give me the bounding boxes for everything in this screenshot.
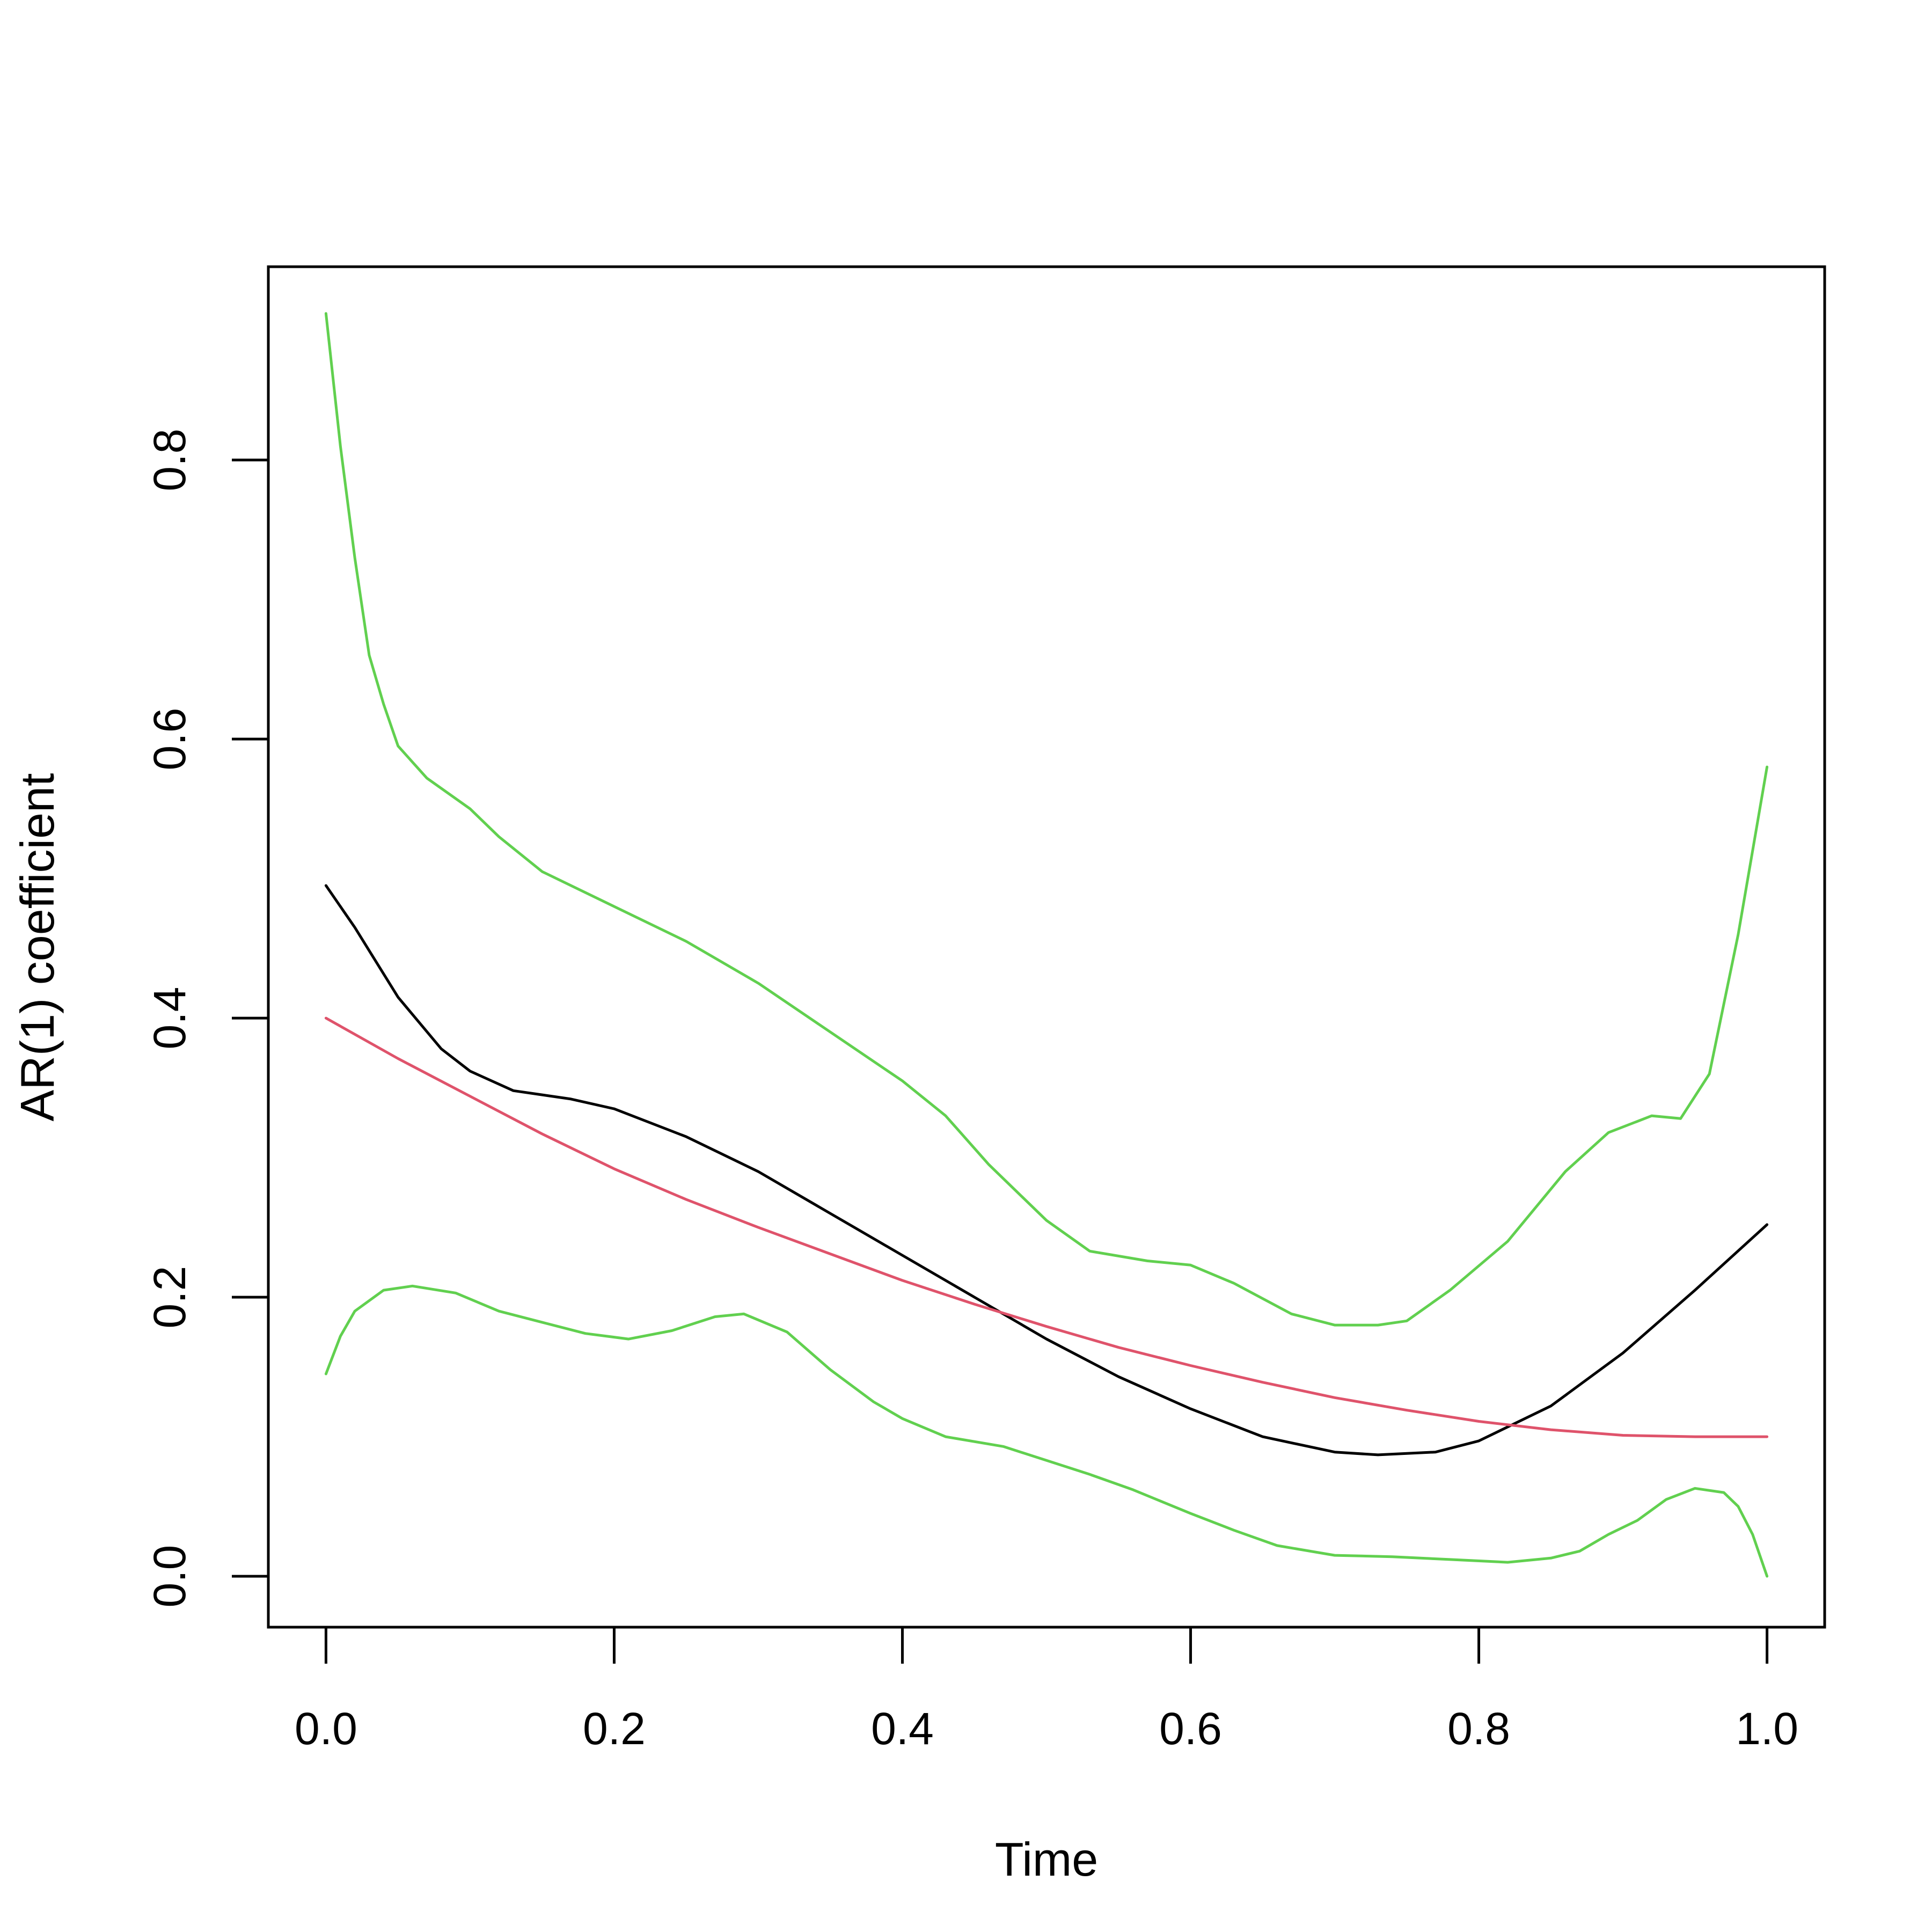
plot-box [267, 265, 1826, 1629]
y-tick-label: 0.6 [144, 708, 195, 771]
series-line [324, 312, 1769, 1327]
y-axis: 0.0 0.2 0.4 0.6 0.8 [144, 429, 270, 1608]
x-tick-label: 0.6 [1159, 1703, 1222, 1754]
y-tick-label: 0.4 [144, 987, 195, 1050]
y-tick-label: 0.2 [144, 1266, 195, 1329]
x-tick-label: 1.0 [1736, 1703, 1798, 1754]
series-line [324, 884, 1769, 1457]
y-tick-label: 0.0 [144, 1545, 195, 1608]
series-layer [324, 312, 1769, 1578]
series-line [324, 1016, 1769, 1438]
x-tick-label: 0.4 [871, 1703, 934, 1754]
x-axis-label: Time [995, 1833, 1098, 1886]
y-axis-label: AR(1) coefficient [11, 773, 64, 1122]
x-tick-label: 0.0 [295, 1703, 357, 1754]
x-tick-label: 0.2 [583, 1703, 646, 1754]
y-tick-label: 0.8 [144, 429, 195, 492]
x-axis: 0.0 0.2 0.4 0.6 0.8 1.0 [295, 1626, 1798, 1754]
series-line [324, 1284, 1769, 1578]
x-tick-label: 0.8 [1447, 1703, 1510, 1754]
